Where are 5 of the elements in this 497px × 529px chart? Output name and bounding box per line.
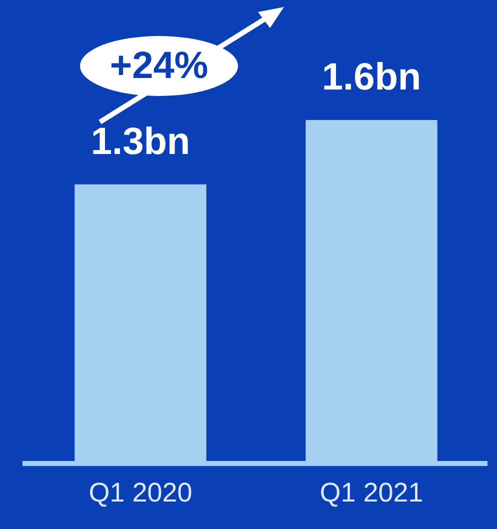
x-tick-label: Q1 2020 bbox=[88, 477, 192, 508]
text: +24% bbox=[80, 36, 238, 96]
x-tick-label: Q1 2021 bbox=[320, 477, 424, 508]
data-label: 1.6bn bbox=[322, 56, 422, 98]
data-label: 1.3bn bbox=[90, 120, 190, 163]
